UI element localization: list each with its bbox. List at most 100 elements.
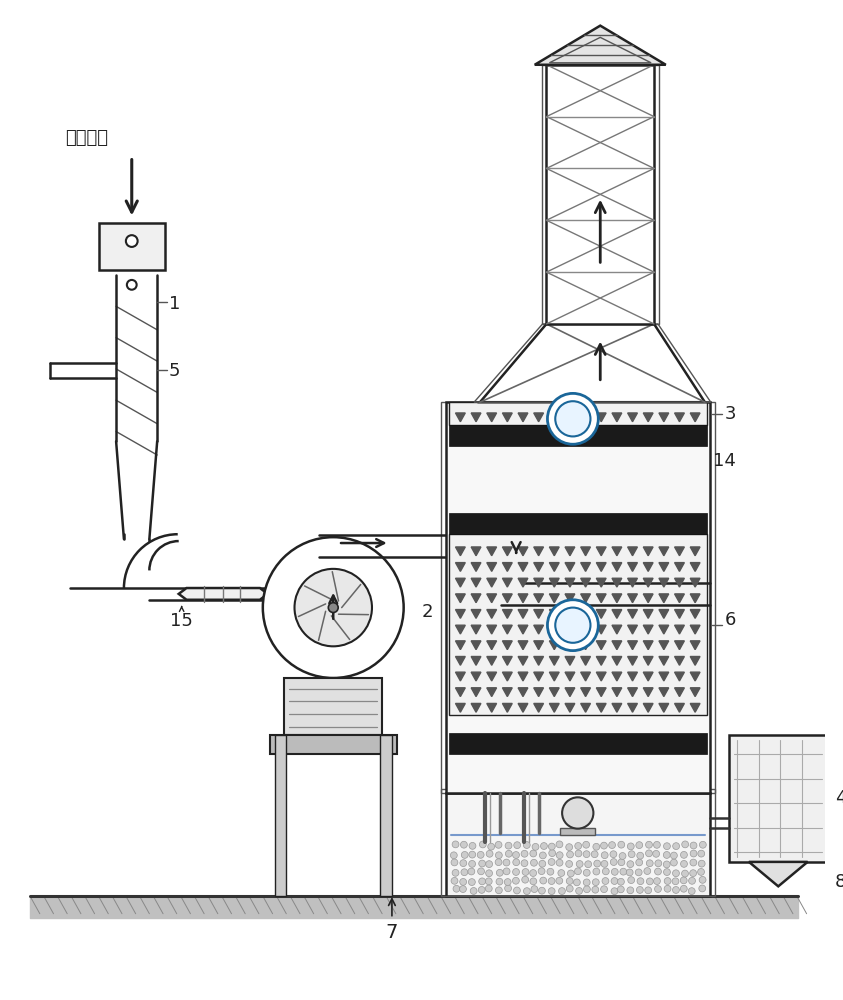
Polygon shape [471, 413, 481, 422]
Circle shape [478, 885, 486, 892]
Polygon shape [659, 641, 668, 650]
Polygon shape [612, 703, 622, 712]
Circle shape [547, 877, 554, 884]
Polygon shape [550, 547, 559, 556]
Polygon shape [565, 563, 575, 571]
Polygon shape [455, 413, 465, 422]
Polygon shape [581, 594, 590, 603]
Circle shape [461, 859, 469, 866]
Polygon shape [612, 641, 622, 650]
Circle shape [637, 888, 644, 894]
Polygon shape [534, 703, 544, 712]
Bar [541, 65, 659, 324]
Circle shape [592, 878, 599, 885]
Circle shape [611, 860, 618, 867]
Circle shape [126, 235, 137, 247]
Circle shape [452, 843, 459, 850]
Polygon shape [674, 688, 685, 697]
Circle shape [513, 851, 520, 858]
Polygon shape [612, 594, 622, 603]
Circle shape [646, 870, 652, 876]
Circle shape [504, 877, 511, 883]
Polygon shape [550, 610, 559, 618]
Polygon shape [518, 610, 528, 618]
Bar [441, 402, 715, 793]
Polygon shape [534, 688, 544, 697]
Polygon shape [690, 672, 700, 681]
Bar [284, 678, 382, 735]
Circle shape [451, 850, 458, 857]
Polygon shape [612, 656, 622, 665]
Bar [448, 534, 707, 715]
Polygon shape [486, 672, 497, 681]
Polygon shape [643, 688, 653, 697]
Polygon shape [596, 578, 606, 587]
Circle shape [556, 608, 590, 643]
Circle shape [515, 869, 522, 876]
Polygon shape [596, 625, 606, 634]
Circle shape [477, 859, 484, 866]
Polygon shape [581, 641, 590, 650]
Circle shape [453, 885, 459, 892]
Text: 废气进口: 废气进口 [65, 129, 108, 147]
Circle shape [497, 841, 503, 848]
Polygon shape [690, 563, 700, 571]
Polygon shape [643, 563, 653, 571]
Circle shape [681, 876, 688, 883]
Polygon shape [612, 547, 622, 556]
Circle shape [524, 842, 530, 848]
Polygon shape [659, 688, 668, 697]
Circle shape [646, 861, 652, 868]
Circle shape [671, 860, 678, 867]
Polygon shape [534, 547, 544, 556]
Polygon shape [643, 625, 653, 634]
Text: 1: 1 [169, 295, 180, 313]
Polygon shape [455, 672, 465, 681]
Polygon shape [518, 641, 528, 650]
Polygon shape [486, 703, 497, 712]
Circle shape [522, 861, 529, 868]
Circle shape [477, 843, 484, 850]
Polygon shape [455, 688, 465, 697]
Polygon shape [565, 656, 575, 665]
Circle shape [690, 879, 696, 886]
Circle shape [451, 859, 458, 866]
Circle shape [566, 877, 572, 884]
Polygon shape [565, 610, 575, 618]
Text: 3: 3 [724, 405, 736, 423]
Polygon shape [628, 578, 637, 587]
Circle shape [548, 852, 555, 859]
Polygon shape [643, 656, 653, 665]
Polygon shape [674, 625, 685, 634]
Circle shape [664, 877, 671, 884]
Bar [446, 402, 710, 793]
Text: 7: 7 [386, 923, 398, 942]
Circle shape [294, 569, 372, 646]
Polygon shape [749, 862, 808, 886]
Polygon shape [612, 578, 622, 587]
Circle shape [609, 878, 616, 885]
Polygon shape [628, 703, 637, 712]
Circle shape [512, 887, 518, 894]
Circle shape [539, 852, 545, 858]
Polygon shape [455, 625, 465, 634]
Bar [270, 735, 397, 754]
Circle shape [548, 868, 555, 874]
Polygon shape [690, 547, 700, 556]
Polygon shape [612, 625, 622, 634]
Polygon shape [471, 547, 481, 556]
Text: 4: 4 [835, 789, 843, 807]
Polygon shape [486, 610, 497, 618]
Polygon shape [612, 610, 622, 618]
Polygon shape [550, 656, 559, 665]
Circle shape [575, 887, 582, 894]
Circle shape [523, 885, 529, 892]
Circle shape [671, 870, 678, 877]
Circle shape [505, 887, 512, 894]
Polygon shape [581, 703, 590, 712]
Circle shape [469, 887, 475, 894]
Circle shape [681, 861, 688, 868]
Circle shape [541, 877, 548, 883]
Circle shape [635, 869, 642, 876]
Polygon shape [565, 413, 575, 422]
